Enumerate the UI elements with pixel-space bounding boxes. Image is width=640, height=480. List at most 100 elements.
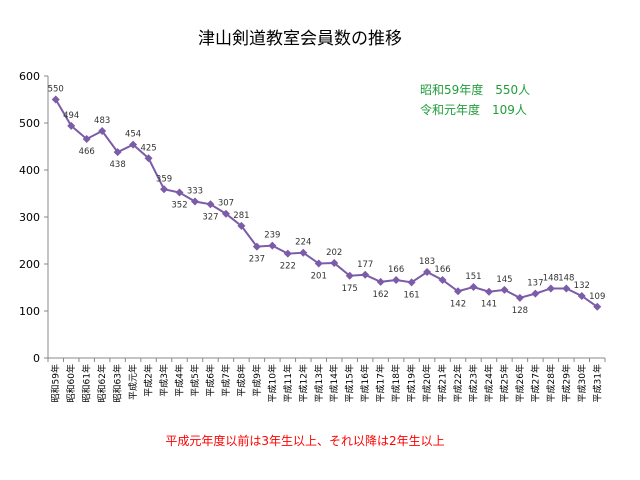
x-tick-label: 平成26年 — [514, 364, 526, 402]
data-label: 224 — [295, 238, 311, 248]
y-tick-label: 0 — [33, 352, 40, 365]
data-label: 128 — [512, 306, 528, 316]
data-point — [469, 283, 478, 292]
y-tick-label: 600 — [19, 70, 40, 83]
data-point — [221, 209, 230, 218]
data-point — [577, 291, 586, 300]
data-point — [113, 148, 122, 157]
x-tick-label: 平成11年 — [282, 364, 294, 402]
y-tick-label: 300 — [19, 211, 40, 224]
x-tick-label: 平成20年 — [421, 364, 433, 402]
data-point — [129, 140, 138, 149]
x-tick-label: 昭和59年 — [50, 364, 62, 402]
data-point — [268, 241, 277, 250]
x-tick-label: 平成16年 — [359, 364, 371, 402]
data-point — [484, 287, 493, 296]
data-point — [82, 134, 91, 143]
data-label: 201 — [311, 272, 327, 282]
data-point — [562, 284, 571, 293]
data-label: 145 — [496, 275, 512, 285]
x-tick-label: 平成2年 — [143, 364, 155, 397]
x-tick-label: 平成7年 — [220, 364, 232, 397]
data-point — [283, 249, 292, 258]
x-tick-label: 平成6年 — [204, 364, 216, 397]
data-point — [593, 302, 602, 311]
x-tick-label: 平成19年 — [406, 364, 418, 402]
y-tick-label: 100 — [19, 305, 40, 318]
data-point — [392, 275, 401, 284]
data-label: 281 — [233, 211, 249, 221]
data-label: 327 — [202, 212, 218, 222]
data-point — [500, 285, 509, 294]
chart-title: 津山剣道教室会員数の推移 — [198, 29, 402, 49]
x-tick-label: 平成元年 — [127, 364, 139, 400]
data-point — [51, 95, 60, 104]
data-label: 307 — [218, 199, 234, 209]
data-label: 166 — [434, 265, 450, 275]
data-label: 237 — [249, 255, 265, 265]
data-point — [361, 270, 370, 279]
data-label: 438 — [110, 160, 126, 170]
y-tick-label: 400 — [19, 164, 40, 177]
data-point — [546, 284, 555, 293]
x-tick-label: 平成15年 — [344, 364, 356, 402]
data-label: 550 — [48, 85, 64, 95]
x-tick-label: 平成17年 — [375, 364, 387, 402]
x-tick-label: 平成25年 — [498, 364, 510, 402]
data-label: 454 — [125, 130, 141, 140]
data-label: 483 — [94, 116, 110, 126]
x-tick-label: 平成29年 — [560, 364, 572, 402]
data-point — [190, 197, 199, 206]
data-point — [67, 121, 76, 130]
x-tick-label: 平成8年 — [235, 364, 247, 397]
data-label: 333 — [187, 186, 203, 196]
data-label: 148 — [543, 273, 559, 283]
data-point — [454, 287, 463, 296]
data-point — [314, 259, 323, 268]
x-tick-label: 平成23年 — [467, 364, 479, 402]
x-tick-label: 平成27年 — [529, 364, 541, 402]
data-label: 166 — [388, 265, 404, 275]
x-tick-label: 平成13年 — [313, 364, 325, 402]
data-label: 162 — [373, 290, 389, 300]
x-tick-label: 平成18年 — [390, 364, 402, 402]
x-tick-label: 昭和62年 — [96, 364, 108, 402]
data-label: 239 — [264, 231, 280, 241]
x-tick-label: 平成9年 — [251, 364, 263, 397]
data-point — [237, 221, 246, 230]
data-label: 359 — [156, 174, 172, 184]
data-point — [252, 242, 261, 251]
data-label: 141 — [481, 300, 497, 310]
data-label: 352 — [171, 201, 187, 211]
annotation-showa59: 昭和59年度 550人 — [420, 82, 530, 97]
footnote: 平成元年度以前は3年生以上、それ以降は2年生以上 — [165, 433, 444, 448]
x-tick-label: 昭和61年 — [81, 364, 93, 402]
data-label: 148 — [558, 273, 574, 283]
data-point — [423, 267, 432, 276]
data-point — [206, 200, 215, 209]
x-tick-label: 平成22年 — [452, 364, 464, 402]
x-tick-label: 平成5年 — [189, 364, 201, 397]
data-point — [438, 275, 447, 284]
x-tick-label: 平成30年 — [576, 364, 588, 402]
x-tick-label: 平成14年 — [328, 364, 340, 402]
data-label: 425 — [140, 143, 156, 153]
data-label: 132 — [574, 281, 590, 291]
data-label: 142 — [450, 299, 466, 309]
data-label: 202 — [326, 248, 342, 258]
data-point — [345, 271, 354, 280]
data-point — [515, 293, 524, 302]
data-label: 177 — [357, 260, 373, 270]
y-tick-label: 200 — [19, 258, 40, 271]
data-label: 161 — [403, 290, 419, 300]
x-tick-label: 平成24年 — [483, 364, 495, 402]
data-label: 466 — [79, 147, 95, 157]
data-point — [144, 154, 153, 163]
x-tick-label: 昭和60年 — [65, 364, 77, 402]
data-point — [175, 188, 184, 197]
data-label: 222 — [280, 262, 296, 272]
y-tick-label: 500 — [19, 117, 40, 130]
x-tick-label: 平成3年 — [158, 364, 170, 397]
x-tick-label: 平成4年 — [174, 364, 186, 397]
